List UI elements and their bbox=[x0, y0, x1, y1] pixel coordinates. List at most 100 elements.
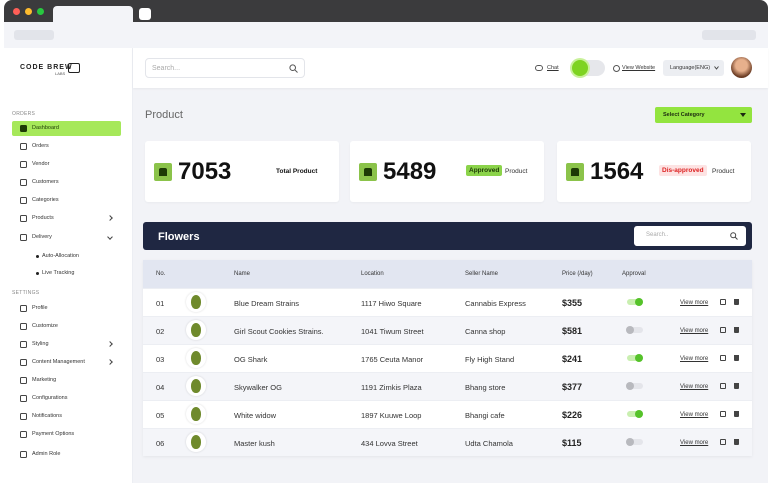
table-head bbox=[143, 260, 752, 288]
product-bud bbox=[191, 407, 201, 421]
table-search[interactable]: Search.. bbox=[634, 226, 746, 246]
edit-icon[interactable] bbox=[720, 439, 726, 445]
nav-item[interactable]: Vendor bbox=[32, 161, 50, 167]
nav-icon bbox=[20, 451, 27, 458]
edit-icon[interactable] bbox=[720, 355, 726, 361]
toolbar bbox=[4, 22, 768, 48]
stat-badge: Dis-approved bbox=[659, 165, 707, 176]
nav-item[interactable]: Customers bbox=[32, 179, 59, 185]
nav-item[interactable]: Delivery bbox=[32, 234, 52, 240]
delete-icon[interactable] bbox=[734, 439, 739, 445]
logo-icon bbox=[68, 63, 80, 73]
view-more[interactable]: View more bbox=[680, 383, 709, 390]
column-header: Approval bbox=[622, 271, 646, 277]
stat-icon-glyph bbox=[571, 168, 579, 176]
chevron bbox=[107, 215, 113, 221]
approval-toggle[interactable] bbox=[627, 439, 643, 445]
price: $226 bbox=[562, 410, 583, 420]
language-select[interactable]: Language(ENG) bbox=[663, 60, 724, 76]
location: 1897 Kuuwe Loop bbox=[361, 411, 422, 420]
nav-item[interactable]: Profile bbox=[32, 305, 48, 311]
table-search-icon bbox=[730, 232, 738, 240]
avatar[interactable] bbox=[731, 57, 752, 78]
sidebar: CODE BREW LABS ORDERS Dashboard Orders Vend… bbox=[5, 48, 133, 483]
status-toggle-knob bbox=[572, 60, 588, 76]
zoom-dot[interactable] bbox=[37, 8, 44, 15]
product-bud bbox=[191, 323, 201, 337]
stat-label: Product bbox=[712, 168, 735, 175]
table-title: Flowers bbox=[158, 231, 200, 243]
delete-icon[interactable] bbox=[734, 327, 739, 333]
nav-item[interactable]: Dashboard bbox=[32, 125, 59, 131]
view-more[interactable]: View more bbox=[680, 327, 709, 334]
table-row bbox=[143, 428, 752, 456]
edit-icon[interactable] bbox=[720, 383, 726, 389]
delete-icon[interactable] bbox=[734, 355, 739, 361]
stat-badge: Approved bbox=[466, 165, 503, 176]
view-more[interactable]: View more bbox=[680, 355, 709, 362]
view-more[interactable]: View more bbox=[680, 299, 709, 306]
product-name: White widow bbox=[234, 411, 277, 420]
browser-tab[interactable] bbox=[53, 6, 133, 22]
product-name: Blue Dream Strains bbox=[234, 299, 300, 308]
nav-buttons[interactable] bbox=[14, 30, 54, 40]
product-bud bbox=[191, 351, 201, 365]
approval-toggle[interactable] bbox=[627, 327, 643, 333]
nav-icon bbox=[20, 359, 27, 366]
search-box[interactable]: Search... bbox=[145, 58, 305, 78]
edit-icon[interactable] bbox=[720, 411, 726, 417]
chat-link[interactable]: Chat bbox=[547, 65, 559, 71]
nav-item[interactable]: Marketing bbox=[32, 377, 57, 383]
price: $581 bbox=[562, 326, 583, 336]
location: 1191 Zimkis Plaza bbox=[361, 383, 422, 392]
select-category-label: Select Category bbox=[663, 112, 705, 118]
delete-icon[interactable] bbox=[734, 411, 739, 417]
column-header: Price (/day) bbox=[562, 271, 593, 277]
sub-item[interactable]: Live Tracking bbox=[42, 270, 75, 276]
column-header: Location bbox=[361, 271, 384, 277]
approval-toggle[interactable] bbox=[627, 383, 643, 389]
nav-item[interactable]: Products bbox=[32, 215, 54, 221]
edit-icon[interactable] bbox=[720, 327, 726, 333]
row-no: 03 bbox=[156, 355, 165, 364]
view-website-link[interactable]: View Website bbox=[622, 65, 656, 71]
nav-item[interactable]: Customize bbox=[32, 323, 58, 329]
sub-item[interactable]: Auto-Allocation bbox=[42, 253, 79, 259]
nav-item[interactable]: Categories bbox=[32, 197, 59, 203]
toolbar-buttons[interactable] bbox=[702, 30, 756, 40]
stat-card: 5489 Approved Product bbox=[350, 141, 544, 202]
nav-item[interactable]: Notifications bbox=[32, 413, 62, 419]
column-header: No. bbox=[156, 271, 166, 277]
new-tab[interactable] bbox=[139, 8, 151, 20]
nav-item[interactable]: Content Management bbox=[32, 359, 85, 365]
nav-icon bbox=[20, 395, 27, 402]
approval-knob bbox=[626, 438, 634, 446]
nav-item[interactable]: Styling bbox=[32, 341, 49, 347]
view-more[interactable]: View more bbox=[680, 411, 709, 418]
price: $377 bbox=[562, 382, 583, 392]
minimize-dot[interactable] bbox=[25, 8, 32, 15]
chevron bbox=[107, 341, 113, 347]
nav-item[interactable]: Payment Options bbox=[32, 431, 75, 437]
seller-name: Cannabis Express bbox=[465, 299, 526, 308]
select-category[interactable]: Select Category bbox=[655, 107, 752, 123]
location: 1765 Ceuta Manor bbox=[361, 355, 424, 364]
language-label: Language(ENG) bbox=[670, 65, 711, 71]
nav-item[interactable]: Orders bbox=[32, 143, 49, 149]
nav-icon bbox=[20, 431, 27, 438]
product-name: Skywalker OG bbox=[234, 383, 282, 392]
nav-icon bbox=[20, 377, 27, 384]
close-dot[interactable] bbox=[13, 8, 20, 15]
delete-icon[interactable] bbox=[734, 299, 739, 305]
nav-item[interactable]: Configurations bbox=[32, 395, 68, 401]
approval-knob bbox=[635, 354, 643, 362]
view-more[interactable]: View more bbox=[680, 439, 709, 446]
nav-item[interactable]: Admin Role bbox=[32, 451, 61, 457]
search-placeholder: Search... bbox=[152, 65, 181, 72]
price: $355 bbox=[562, 298, 583, 308]
stat-value: 5489 bbox=[383, 158, 437, 185]
product-bud bbox=[191, 379, 201, 393]
bullet bbox=[36, 272, 39, 275]
edit-icon[interactable] bbox=[720, 299, 726, 305]
delete-icon[interactable] bbox=[734, 383, 739, 389]
